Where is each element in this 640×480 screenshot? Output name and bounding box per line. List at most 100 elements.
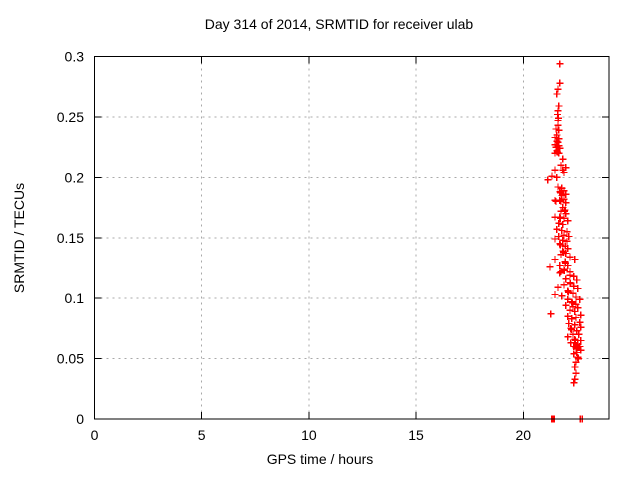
data-point: [567, 339, 575, 347]
data-point: [563, 228, 571, 236]
data-point: [560, 169, 568, 176]
data-point: [560, 214, 568, 222]
data-point: [553, 137, 561, 145]
data-point: [564, 333, 572, 341]
data-point: [560, 231, 568, 239]
data-point: [562, 199, 570, 207]
data-point: [567, 326, 575, 334]
data-point: [569, 289, 577, 297]
data-point: [562, 249, 570, 257]
x-tick-label: 0: [91, 427, 99, 443]
data-point: [565, 233, 573, 241]
grid: [94, 56, 609, 419]
data-point: [551, 166, 559, 174]
data-point: [560, 266, 568, 274]
data-point: [551, 291, 559, 299]
data-point: [554, 283, 562, 291]
data-point: [566, 271, 574, 279]
data-point: [557, 207, 565, 215]
data-point: [560, 281, 568, 289]
data-point: [553, 225, 561, 233]
y-tick-label: 0.25: [57, 109, 84, 125]
data-point: [564, 217, 572, 225]
data-point: [551, 133, 559, 141]
x-axis-label: GPS time / hours: [267, 451, 374, 467]
data-point: [570, 379, 578, 387]
data-point: [553, 90, 561, 98]
data-point: [554, 183, 562, 191]
data-point: [565, 320, 573, 328]
data-point: [568, 315, 576, 323]
data-point: [558, 191, 566, 199]
x-tick-label: 20: [515, 427, 531, 443]
data-point: [559, 155, 567, 163]
data-point: [570, 350, 578, 358]
data-point: [558, 227, 566, 234]
data-point: [553, 173, 561, 181]
data-point: [564, 295, 572, 303]
data-point: [569, 303, 577, 311]
data-point: [570, 282, 578, 290]
data-point: [556, 79, 564, 87]
data-point: [559, 220, 567, 228]
data-point: [574, 355, 582, 363]
data-point: [557, 268, 565, 276]
data-point: [562, 301, 570, 309]
data-point: [556, 269, 564, 277]
data-point: [551, 235, 559, 243]
data-point: [551, 256, 559, 263]
data-point: [577, 346, 585, 354]
data-point: [552, 143, 560, 151]
data-point: [577, 311, 585, 319]
data-point: [576, 318, 584, 326]
data-point: [558, 292, 566, 300]
data-point: [555, 233, 563, 241]
data-series: [544, 60, 586, 423]
data-point: [572, 293, 580, 301]
data-point: [557, 198, 565, 205]
data-point: [571, 307, 579, 315]
data-point: [556, 241, 564, 249]
data-point: [555, 149, 563, 157]
x-tick-label: 10: [301, 427, 317, 443]
data-point: [554, 111, 562, 118]
data-point: [571, 256, 579, 263]
data-point: [556, 60, 564, 68]
axes: [94, 56, 610, 420]
x-tick-label: 5: [198, 427, 206, 443]
data-point: [564, 312, 572, 320]
data-point: [546, 263, 554, 271]
x-tick-label: 15: [408, 427, 424, 443]
y-tick-label: 0: [76, 411, 84, 427]
y-tick-label: 0.2: [65, 169, 85, 185]
data-point: [551, 196, 559, 204]
data-point: [571, 363, 579, 371]
data-point: [562, 275, 570, 283]
y-tick-label: 0.1: [65, 290, 85, 306]
y-tick-label: 0.05: [57, 351, 84, 367]
data-point: [564, 288, 572, 296]
data-point: [574, 304, 582, 312]
y-tick-label: 0.15: [57, 230, 84, 246]
data-point: [562, 210, 570, 218]
chart-title: Day 314 of 2014, SRMTID for receiver ula…: [205, 16, 474, 32]
data-point: [576, 295, 584, 303]
data-point: [573, 327, 581, 335]
data-point: [548, 172, 556, 180]
data-point: [562, 190, 570, 198]
data-point: [572, 358, 580, 366]
data-point: [560, 187, 568, 195]
data-point: [544, 176, 552, 184]
y-axis-label: SRMTID / TECUs: [11, 183, 27, 293]
data-point: [566, 306, 574, 314]
data-point: [564, 245, 572, 253]
data-point: [564, 262, 572, 270]
data-point: [555, 126, 563, 134]
data-point: [555, 102, 563, 110]
data-point: [570, 272, 578, 280]
data-point: [557, 161, 565, 169]
data-point: [557, 251, 565, 259]
